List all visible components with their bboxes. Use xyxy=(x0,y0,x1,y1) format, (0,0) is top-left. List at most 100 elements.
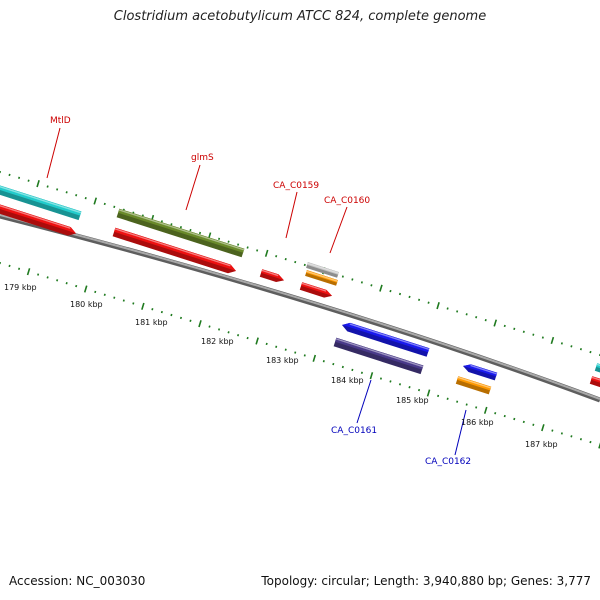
scale-label-179-kbp: 179 kbp xyxy=(4,283,37,292)
gene-ca-c0159-arrow xyxy=(259,269,284,283)
lower-major-tick xyxy=(26,268,31,276)
scale-label-184-kbp: 184 kbp xyxy=(331,376,364,385)
upper-minor-tick xyxy=(484,318,487,322)
map-title: Clostridium acetobutylicum ATCC 824, com… xyxy=(113,9,487,24)
gene-ca-c0159-arrow-shine xyxy=(261,269,279,277)
lower-major-tick xyxy=(369,372,374,380)
gene-ca-c0161-bar-face xyxy=(335,337,424,370)
gene-edge-red xyxy=(589,376,600,391)
lower-minor-tick xyxy=(237,334,240,337)
gene-ca-c0162-bar-face xyxy=(457,376,492,391)
upper-minor-tick xyxy=(246,246,249,249)
upper-minor-tick xyxy=(360,281,363,284)
lower-minor-tick xyxy=(332,362,335,366)
upper-minor-tick xyxy=(456,310,459,313)
upper-major-tick xyxy=(436,302,440,310)
lower-minor-tick xyxy=(217,328,221,331)
lower-minor-tick xyxy=(56,279,59,282)
upper-minor-tick xyxy=(27,179,30,182)
lower-minor-tick xyxy=(275,345,278,348)
upper-tick-ring xyxy=(0,170,600,357)
lower-minor-tick xyxy=(398,383,402,386)
gene-ca-c0162-arrow-face xyxy=(463,364,498,377)
upper-minor-tick xyxy=(513,327,516,331)
upper-minor-tick xyxy=(532,333,535,336)
upper-minor-tick xyxy=(198,231,202,235)
gene-ca-c0161-arrow-shine xyxy=(349,323,430,351)
upper-minor-tick xyxy=(179,226,183,229)
upper-minor-tick xyxy=(408,295,411,299)
lower-major-tick xyxy=(541,424,545,432)
lower-minor-tick xyxy=(446,397,449,400)
upper-major-tick xyxy=(264,249,269,257)
upper-minor-tick xyxy=(46,185,49,188)
upper-minor-tick xyxy=(370,284,373,287)
leader-line-ca-c0159 xyxy=(285,191,298,239)
upper-minor-tick xyxy=(427,301,430,304)
lower-minor-tick xyxy=(560,432,563,435)
upper-major-tick xyxy=(493,319,498,327)
scale-labels: 179 kbp 180 kbp 181 kbp 182 kbp 183 kbp 184 k… xyxy=(4,283,558,449)
lower-major-tick xyxy=(198,320,202,328)
lower-minor-tick xyxy=(351,368,354,372)
upper-minor-tick xyxy=(589,350,592,354)
upper-minor-tick xyxy=(351,278,354,281)
lower-major-tick xyxy=(598,442,600,449)
leader-line-glms xyxy=(185,164,201,211)
lower-major-tick xyxy=(255,337,259,345)
gene-mtld-bar xyxy=(0,182,82,221)
upper-minor-tick xyxy=(170,223,173,226)
lower-minor-tick xyxy=(389,380,392,383)
gene-ca-c0160-grey-bar-face xyxy=(307,262,339,275)
upper-major-tick xyxy=(93,197,98,205)
lower-minor-tick xyxy=(589,440,592,444)
scale-label-183-kbp: 183 kbp xyxy=(266,356,299,365)
lower-minor-tick xyxy=(294,351,297,354)
gene-ca-c0161-arrow-face xyxy=(342,322,430,353)
gene-ca-c0161-bar xyxy=(333,337,424,375)
lower-minor-tick xyxy=(246,336,249,340)
upper-minor-tick xyxy=(560,342,563,345)
scale-label-180-kbp: 180 kbp xyxy=(70,300,103,309)
gene-ca-c0162-bar xyxy=(455,376,492,395)
lower-minor-tick xyxy=(94,290,97,294)
gene-ca-c0160-arrow-shine xyxy=(301,282,327,292)
lower-minor-tick xyxy=(113,296,116,299)
upper-major-tick xyxy=(379,284,383,292)
lower-minor-tick xyxy=(189,319,192,322)
lower-minor-tick xyxy=(284,348,287,351)
lower-minor-tick xyxy=(513,417,516,421)
upper-minor-tick xyxy=(256,249,259,252)
topology-text: Topology: circular; Length: 3,940,880 bp… xyxy=(261,574,591,588)
gene-ca-c0162-arrow-shine xyxy=(470,364,498,375)
leader-line-ca-c0161 xyxy=(356,379,372,424)
gene-label-mtld: MtlD xyxy=(50,116,71,126)
lower-major-tick xyxy=(483,406,488,414)
gene-mtld-bar-shine xyxy=(0,183,82,214)
lower-minor-tick xyxy=(456,400,459,403)
gene-label-ca-c0161: CA_C0161 xyxy=(331,426,377,436)
lower-minor-tick xyxy=(408,386,411,389)
upper-minor-tick xyxy=(217,237,221,240)
lower-minor-tick xyxy=(103,293,106,296)
upper-minor-tick xyxy=(446,307,449,310)
upper-minor-tick xyxy=(160,220,163,223)
upper-minor-tick xyxy=(227,240,230,243)
lower-minor-tick xyxy=(417,388,421,392)
lower-minor-tick xyxy=(475,406,478,409)
scale-label-181-kbp: 181 kbp xyxy=(135,318,168,327)
upper-minor-tick xyxy=(189,228,192,232)
gene-mtld-arrow-face xyxy=(0,201,77,234)
lower-minor-tick xyxy=(65,282,68,285)
lower-minor-tick xyxy=(379,377,383,380)
gene-ca-c0162-bar-shine xyxy=(457,376,492,389)
upper-minor-tick xyxy=(475,316,478,319)
lower-minor-tick xyxy=(17,267,21,270)
gene-mtld-arrow xyxy=(0,201,77,236)
lower-minor-tick xyxy=(579,438,583,441)
gene-ca-c0160-arrow-face xyxy=(301,282,332,296)
upper-major-tick xyxy=(36,180,40,188)
upper-minor-tick xyxy=(84,196,87,200)
backbone-highlight xyxy=(0,214,600,400)
